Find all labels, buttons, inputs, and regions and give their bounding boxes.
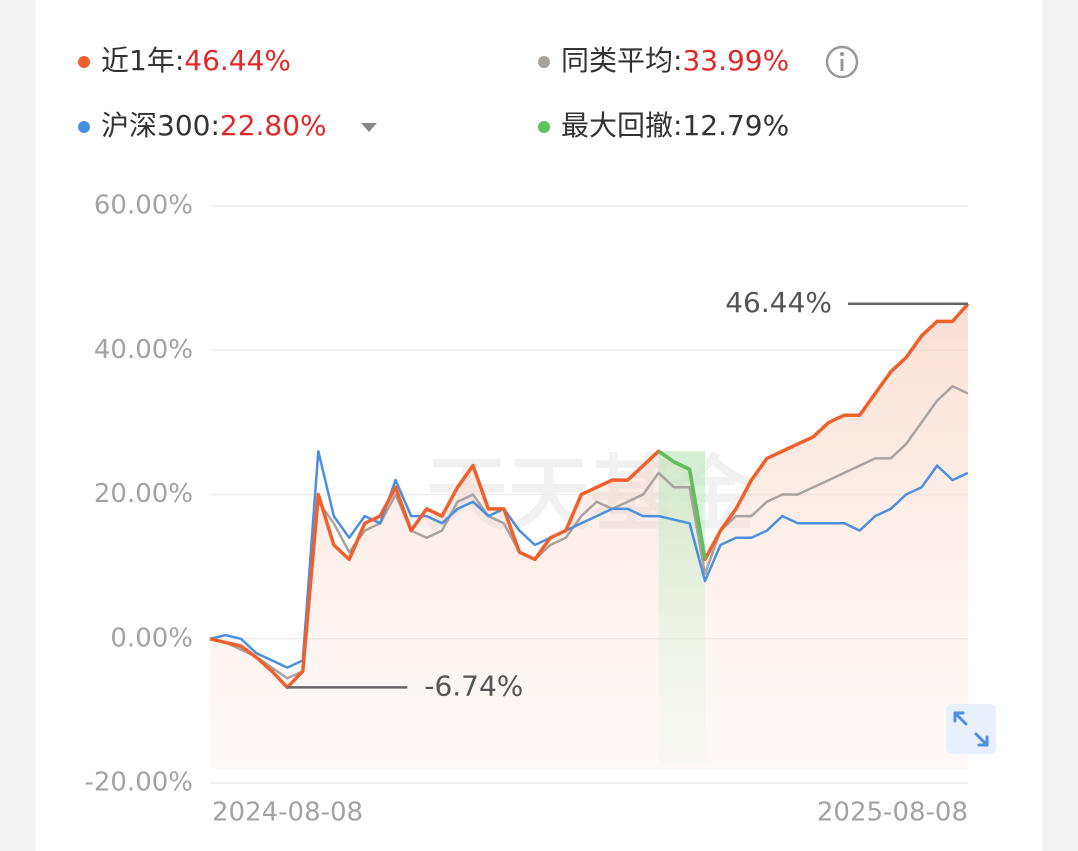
- area: [210, 303, 968, 769]
- legend-name: 沪深300:: [101, 109, 220, 142]
- foreground-layer: -20.00% 0.00% 20.00% 40.00% 60.00% 2024-08-08…: [78, 44, 968, 828]
- legend-marker: [78, 56, 90, 68]
- series-line: [209, 302, 970, 690]
- x-tick-label: 2024-08-08: [212, 798, 363, 828]
- legend-entry: 沪深300:22.80%: [101, 109, 327, 142]
- drawdown-band: [658, 451, 706, 763]
- y-tick-label: -20.00%: [84, 768, 193, 798]
- legend-value: 12.79%: [682, 109, 789, 142]
- expand-button[interactable]: [946, 704, 996, 754]
- y-tick-label: 60.00%: [94, 191, 193, 221]
- x-tick-label: 2025-08-08: [817, 798, 968, 828]
- info-icon[interactable]: [825, 45, 859, 79]
- legend-value: 46.44%: [184, 44, 291, 77]
- annotation-label: -6.74%: [424, 669, 523, 702]
- legend-marker: [538, 56, 550, 68]
- legend-name: 最大回撤:: [561, 109, 682, 142]
- series-line: [209, 385, 969, 680]
- legend-value: 33.99%: [682, 44, 789, 77]
- background-layer: 天天基金: [210, 205, 968, 784]
- legend-entry: 最大回撤:12.79%: [561, 109, 789, 142]
- legend-entry: 同类平均:33.99%: [561, 44, 789, 77]
- series-line: [209, 449, 969, 669]
- legend-entry: 近1年:46.44%: [101, 44, 291, 77]
- dropdown-arrow[interactable]: [361, 123, 377, 132]
- lines-layer: [209, 302, 970, 690]
- legend-value: 22.80%: [220, 109, 327, 142]
- legend-marker: [78, 121, 90, 133]
- y-tick-label: 20.00%: [94, 479, 193, 509]
- legend-marker: [538, 121, 550, 133]
- y-tick-label: 0.00%: [110, 623, 193, 653]
- annotation-label: 46.44%: [725, 286, 832, 319]
- series-line: [657, 449, 707, 560]
- legend-name: 同类平均:: [561, 44, 682, 77]
- y-tick-label: 40.00%: [94, 335, 193, 365]
- legend-name: 近1年:: [101, 44, 184, 77]
